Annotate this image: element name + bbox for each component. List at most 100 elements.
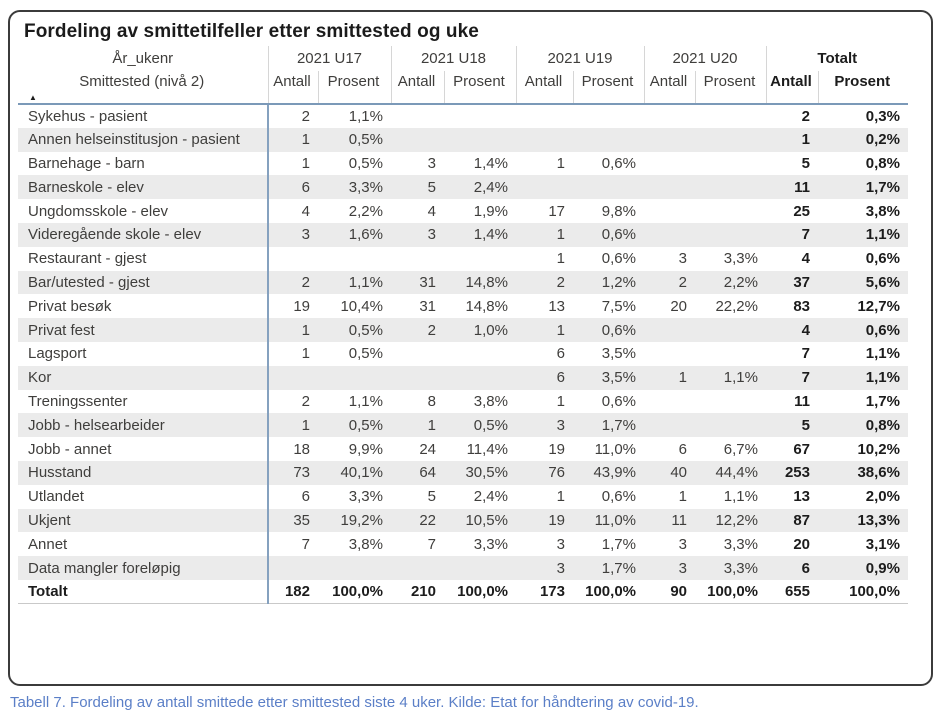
cell: 3 — [678, 559, 687, 577]
row-label: Treningssenter — [18, 389, 269, 414]
cell: 1 — [301, 321, 310, 339]
cell: 0,3% — [865, 107, 900, 125]
cell: 6 — [678, 440, 687, 458]
table-row[interactable]: Husstand 73 40,1% 64 30,5% 76 43,9% 40 44,4% 253 3… — [18, 460, 908, 485]
header-u20-antall[interactable]: Antall — [643, 71, 695, 105]
column-group-2021-u20[interactable]: 2021 U20 — [643, 46, 766, 71]
row-label: Jobb - helsearbeider — [18, 413, 269, 438]
cell: 3 — [427, 154, 436, 172]
cell — [573, 104, 644, 128]
table-row[interactable]: Barnehage - barn 1 0,5% 3 1,4% 1 0,6% 5 0,8% — [18, 151, 908, 176]
cell: 0,5% — [348, 321, 383, 339]
column-group-2021-u18[interactable]: 2021 U18 — [390, 46, 516, 71]
cell: 31 — [419, 297, 436, 315]
cell: 3 — [678, 535, 687, 553]
table-row[interactable]: Data mangler foreløpig 3 1,7% 3 3,3% 6 0,9% — [18, 556, 908, 580]
table-row[interactable]: Videregående skole - elev 3 1,6% 3 1,4% 1 0,6%… — [18, 222, 908, 247]
table-row[interactable]: Sykehus - pasient 2 1,1% 2 0,3% — [18, 104, 908, 128]
cell: 1 — [301, 345, 310, 363]
cell: 3,5% — [601, 345, 636, 363]
cell: 4 — [427, 202, 436, 220]
cell — [695, 199, 766, 223]
cell: 2 — [301, 273, 310, 291]
cell: 38,6% — [857, 464, 900, 482]
column-group-2021-u19[interactable]: 2021 U19 — [515, 46, 644, 71]
header-u19-antall[interactable]: Antall — [515, 71, 573, 105]
table-row[interactable]: Privat fest 1 0,5% 2 1,0% 1 0,6% 4 0,6% — [18, 318, 908, 342]
cell: 35 — [293, 511, 310, 529]
cell: 2 — [301, 107, 310, 125]
table-row[interactable]: Barneskole - elev 6 3,3% 5 2,4% 11 1,7% — [18, 175, 908, 200]
cell — [695, 342, 766, 366]
row-label: Ungdomsskole - elev — [18, 199, 269, 223]
header-totalt-antall[interactable]: Antall — [765, 71, 818, 105]
table-row[interactable]: Treningssenter 2 1,1% 8 3,8% 1 0,6% 11 1,7% — [18, 389, 908, 414]
cell: 0,6% — [601, 321, 636, 339]
table-row[interactable]: Privat besøk 19 10,4% 31 14,8% 13 7,5% 20 22,2% 8… — [18, 294, 908, 319]
table-row[interactable]: Ukjent 35 19,2% 22 10,5% 19 11,0% 11 12,2% 87 13,3… — [18, 508, 908, 533]
cell: 10,2% — [857, 440, 900, 458]
cell: 13,3% — [857, 511, 900, 529]
cell: 9,8% — [601, 202, 636, 220]
cell: 1,7% — [601, 416, 636, 434]
header-u18-antall[interactable]: Antall — [390, 71, 444, 105]
header-u17-antall[interactable]: Antall — [267, 71, 318, 105]
table-row[interactable]: Jobb - helsearbeider 1 0,5% 1 0,5% 3 1,7% 5 0,8% — [18, 413, 908, 438]
cell — [695, 175, 766, 199]
cell — [695, 390, 766, 414]
cell: 0,5% — [348, 154, 383, 172]
cell: 1 — [556, 488, 565, 506]
table-row[interactable]: Kor 6 3,5% 1 1,1% 7 1,1% — [18, 365, 908, 390]
cell: 0,8% — [865, 154, 900, 172]
table-row[interactable]: Jobb - annet 18 9,9% 24 11,4% 19 11,0% 6 6,7% 67 1… — [18, 437, 908, 461]
sort-ascending-icon[interactable]: ▲ — [29, 93, 37, 102]
cell: 0,8% — [865, 416, 900, 434]
cell: 100,0% — [818, 579, 908, 605]
table-row[interactable]: Lagsport 1 0,5% 6 3,5% 7 1,1% — [18, 341, 908, 366]
cell: 1,7% — [601, 535, 636, 553]
table-row[interactable]: Restaurant - gjest 1 0,6% 3 3,3% 4 0,6% — [18, 246, 908, 271]
cell — [695, 223, 766, 247]
cell: 0,5% — [348, 345, 383, 363]
cell: 3,3% — [723, 535, 758, 553]
table-row[interactable]: Bar/utested - gjest 2 1,1% 31 14,8% 2 1,2% 2 2,2… — [18, 270, 908, 295]
table-row[interactable]: Annet 7 3,8% 7 3,3% 3 1,7% 3 3,3% 20 3,1% — [18, 532, 908, 557]
column-group-totalt[interactable]: Totalt — [765, 46, 908, 71]
header-totalt-prosent[interactable]: Prosent — [817, 71, 908, 105]
cell: 6 — [556, 369, 565, 387]
table-row[interactable]: Utlandet 6 3,3% 5 2,4% 1 0,6% 1 1,1% 13 2,0% — [18, 484, 908, 509]
cell: 1 — [556, 226, 565, 244]
row-label: Data mangler foreløpig — [18, 556, 269, 580]
cell — [268, 366, 318, 390]
cell: 3,5% — [601, 369, 636, 387]
cell: 87 — [793, 511, 810, 529]
cell: 14,8% — [465, 297, 508, 315]
cell: 1,7% — [601, 559, 636, 577]
row-dimension-header[interactable]: Smittested (nivå 2) ▲ — [18, 71, 268, 105]
cell: 1 — [301, 416, 310, 434]
cell — [644, 128, 695, 152]
total-row-label: Totalt — [18, 579, 269, 605]
cell: 18 — [293, 440, 310, 458]
cell: 1,2% — [601, 273, 636, 291]
cell: 100,0% — [695, 579, 766, 605]
cell: 0,5% — [348, 416, 383, 434]
cell: 173 — [516, 579, 573, 605]
row-label: Sykehus - pasient — [18, 104, 269, 128]
header-u17-prosent[interactable]: Prosent — [317, 71, 391, 105]
cell: 0,6% — [601, 392, 636, 410]
cell: 3,3% — [348, 178, 383, 196]
header-u20-prosent[interactable]: Prosent — [694, 71, 766, 105]
table-total-row[interactable]: Totalt 182 100,0% 210 100,0% 173 100,0% 90 100,0… — [18, 579, 908, 605]
table-row[interactable]: Ungdomsskole - elev 4 2,2% 4 1,9% 17 9,8% 25 3,8… — [18, 199, 908, 223]
cell: 40 — [670, 464, 687, 482]
cell: 3 — [556, 416, 565, 434]
column-group-2021-u17[interactable]: 2021 U17 — [267, 46, 391, 71]
header-u18-prosent[interactable]: Prosent — [443, 71, 516, 105]
cell: 2,4% — [473, 488, 508, 506]
row-label: Annet — [18, 532, 269, 557]
row-label: Kor — [18, 365, 269, 390]
cell: 64 — [419, 464, 436, 482]
table-row[interactable]: Annen helseinstitusjon - pasient 1 0,5% 1 0,… — [18, 127, 908, 152]
header-u19-prosent[interactable]: Prosent — [572, 71, 644, 105]
